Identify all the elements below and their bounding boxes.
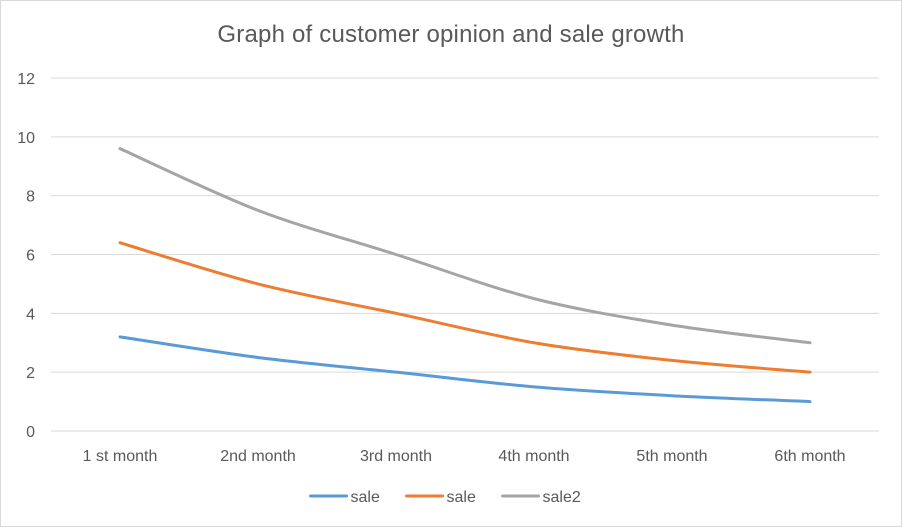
- y-tick-label: 0: [26, 424, 35, 441]
- x-tick-label: 1 st month: [83, 448, 158, 465]
- y-tick-label: 10: [17, 130, 35, 147]
- legend-item: sale: [309, 489, 380, 506]
- legend-label: sale: [351, 489, 380, 506]
- series-line-sale2-gray: [118, 147, 812, 345]
- x-tick-label: 6th month: [774, 448, 845, 465]
- x-tick-label: 4th month: [498, 448, 569, 465]
- y-tick-label: 8: [26, 189, 35, 206]
- y-tick-label: 12: [17, 71, 35, 88]
- legend-label: sale2: [543, 489, 581, 506]
- series-line-sale-orange: [118, 241, 812, 374]
- legend-item: sale: [405, 489, 476, 506]
- x-tick-label: 2nd month: [220, 448, 296, 465]
- chart-title: Graph of customer opinion and sale growt…: [217, 21, 685, 48]
- x-tick-label: 3rd month: [360, 448, 432, 465]
- series-line-sale-blue: [118, 335, 812, 404]
- y-tick-label: 4: [26, 306, 35, 323]
- legend-label: sale: [447, 489, 476, 506]
- legend-item: sale2: [501, 489, 581, 506]
- y-tick-label: 6: [26, 248, 35, 265]
- y-tick-label: 2: [26, 365, 35, 382]
- x-tick-label: 5th month: [636, 448, 707, 465]
